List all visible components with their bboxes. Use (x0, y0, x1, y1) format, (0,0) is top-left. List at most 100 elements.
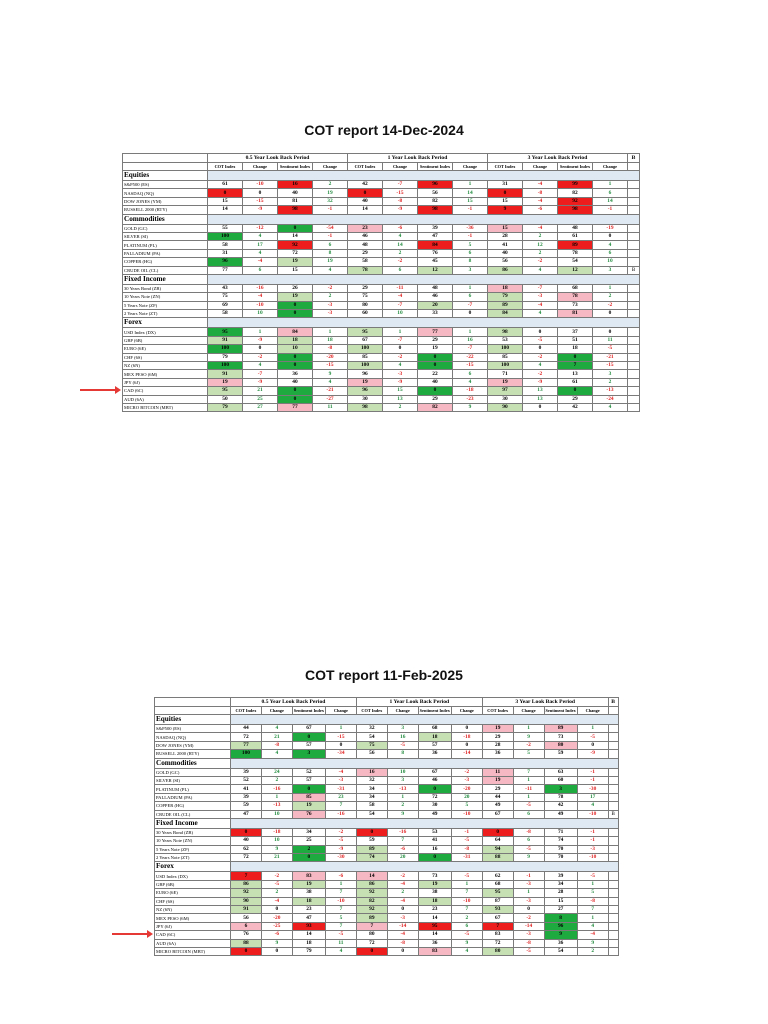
value-cell: -10 (324, 896, 357, 907)
value-cell: 83 (291, 871, 326, 881)
value-cell: 15 (487, 223, 523, 233)
column-header: Change (452, 162, 488, 171)
table-row: S&P500 (ES) 44 4 67 1 32 3 68 0 19 1 89 1 (154, 723, 619, 734)
section-row: Equities (122, 170, 640, 181)
table-row: 2 Years Note (ZT) 58 10 0 -3 60 10 33 0 84 4 81 0 (122, 309, 640, 319)
value-cell: 86 (230, 879, 262, 890)
empty-cell (154, 706, 231, 715)
value-cell: 41 (230, 784, 262, 794)
value-cell: 1 (512, 888, 545, 898)
value-cell: -2 (512, 740, 545, 751)
value-cell: 78 (557, 248, 593, 259)
value-cell: 82 (557, 188, 593, 198)
value-cell: -7 (382, 300, 418, 311)
value-cell: 1 (382, 327, 418, 337)
value-cell: 3 (452, 265, 488, 275)
value-cell: 19 (417, 879, 452, 890)
value-cell: 4 (450, 946, 483, 957)
value-cell: 57 (291, 775, 326, 786)
value-cell: 3 (386, 775, 419, 786)
value-cell: 19 (207, 377, 243, 388)
value-cell: 36 (543, 938, 578, 949)
value-cell: 77 (277, 402, 313, 413)
value-cell: 7 (324, 921, 357, 932)
value-cell: 58 (355, 801, 388, 811)
value-cell: 82 (355, 896, 388, 907)
value-cell: 2 (382, 402, 418, 413)
empty-cell (627, 162, 640, 171)
column-header: COT Index (355, 706, 388, 715)
value-cell: 36 (277, 369, 313, 379)
value-cell: -9 (382, 377, 418, 388)
value-cell: 4 (312, 265, 348, 275)
section-heading: Equities (154, 714, 231, 725)
value-cell: 0 (450, 740, 483, 751)
value-cell: 4 (242, 231, 278, 242)
value-cell: -5 (512, 844, 545, 855)
table-row: CAD (6C) 95 21 0 -21 96 15 0 -18 97 13 0 -13 (122, 386, 640, 396)
value-cell: 50 (207, 394, 243, 405)
instrument-name: DOW JONES (YM) (122, 196, 208, 207)
value-cell: 42 (543, 801, 578, 811)
value-cell: 7 (324, 801, 357, 811)
instrument-name: RUSSELL 2000 (RTY) (154, 749, 231, 759)
column-header-row: COT Index Change Sentiment Index Change COT … (154, 706, 619, 715)
value-cell: 89 (487, 300, 523, 311)
value-cell: 19 (312, 257, 348, 267)
section-fill (230, 861, 619, 873)
value-cell: 1 (452, 283, 488, 294)
instrument-name: EURO (6E) (154, 888, 231, 898)
section-fill (230, 757, 619, 769)
value-cell: -12 (242, 223, 278, 233)
value-cell: 0 (277, 394, 313, 405)
table-row: CHF (6S) 90 -4 18 -10 82 -4 18 -10 87 -3 15 -8 (154, 896, 619, 907)
section-heading: Forex (122, 317, 208, 329)
value-cell: 59 (543, 749, 578, 759)
value-cell: 7 (512, 767, 545, 777)
table-row: MICRO BITCOIN (MBT) 0 0 79 4 0 0 83 4 80 -5 54 2 (154, 946, 619, 957)
value-cell: 3 (592, 265, 628, 275)
value-cell: 78 (557, 292, 593, 302)
value-cell: 82 (417, 196, 453, 207)
group-header-row: 0.5 Year Look Back Period 1 Year Look Bac… (122, 153, 640, 163)
value-cell: 80 (481, 946, 514, 957)
value-cell: 3 (386, 723, 419, 734)
value-cell: 78 (543, 792, 578, 803)
value-cell: 0 (386, 946, 419, 957)
value-cell: -1 (576, 827, 609, 838)
value-cell: 4 (382, 231, 418, 242)
value-cell: -5 (386, 740, 419, 751)
section-fill (207, 317, 640, 329)
value-cell: -7 (382, 179, 418, 190)
row-mark (627, 377, 640, 388)
value-cell: -8 (312, 344, 348, 354)
value-cell: 9 (576, 938, 609, 949)
value-cell: 13 (522, 386, 558, 396)
value-cell: -1 (312, 231, 348, 242)
section-heading: Fixed Income (154, 817, 231, 829)
value-cell: 55 (207, 223, 243, 233)
value-cell: 4 (576, 921, 609, 932)
value-cell: 9 (312, 369, 348, 379)
value-cell: -2 (382, 257, 418, 267)
value-cell: 8 (452, 257, 488, 267)
cot-table: 0.5 Year Look Back Period 1 Year Look Bac… (122, 153, 640, 413)
row-mark (607, 723, 619, 734)
value-cell: -7 (382, 335, 418, 346)
value-cell: 8 (312, 248, 348, 259)
value-cell: 70 (543, 844, 578, 855)
value-cell: 32 (355, 723, 388, 734)
value-cell: 0 (522, 402, 558, 413)
value-cell: 6 (592, 188, 628, 198)
value-cell: 100 (487, 361, 523, 371)
value-cell: 75 (347, 292, 383, 302)
value-cell: -5 (450, 836, 483, 846)
value-cell: 63 (543, 767, 578, 777)
section-fill (230, 714, 619, 725)
table-row: AUD (6A) 50 25 0 -27 30 13 29 -23 30 13 29 -24 (122, 394, 640, 405)
value-cell: 62 (230, 844, 262, 855)
value-cell: 47 (291, 913, 326, 923)
value-cell: 15 (487, 196, 523, 207)
value-cell: 9 (452, 402, 488, 413)
table-row: RUSSELL 2000 (RTY) 14 -9 98 -1 14 -9 98 -1 9 -6 98-… (122, 205, 640, 215)
